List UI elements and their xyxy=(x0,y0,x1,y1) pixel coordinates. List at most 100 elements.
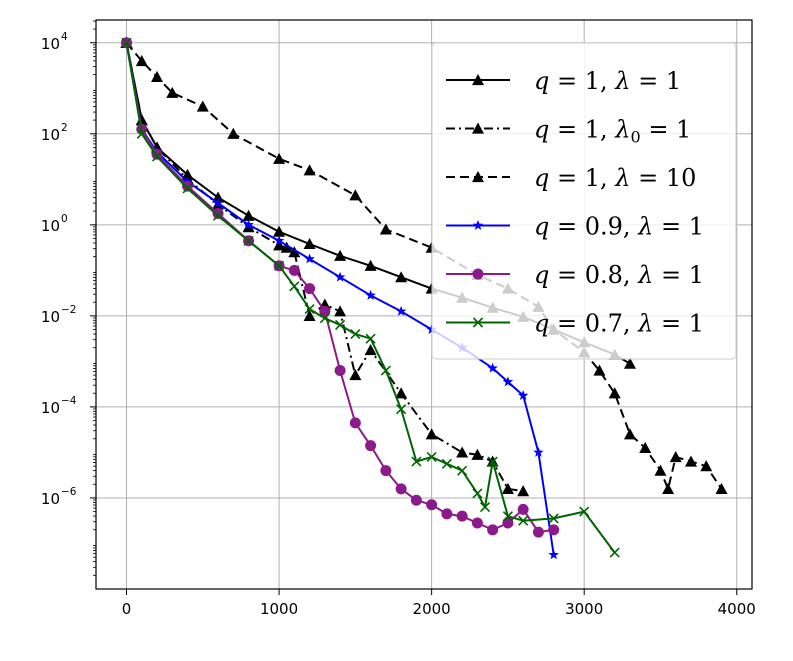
data-point-star xyxy=(212,197,224,208)
data-point-triangle xyxy=(623,357,636,369)
y-tick-base: 10 xyxy=(41,217,60,235)
data-point-circle xyxy=(288,264,300,276)
legend-label-part: q xyxy=(534,116,549,144)
data-point-circle xyxy=(532,526,544,538)
data-point-triangle xyxy=(334,249,347,261)
legend-item: q = 1, λ0 = 1 xyxy=(446,116,691,147)
data-point-triangle xyxy=(472,122,484,134)
data-point-x xyxy=(182,183,193,194)
data-point-triangle xyxy=(425,428,438,440)
y-tick-label: 10 0 xyxy=(41,213,68,235)
legend-item: q = 0.9, λ = 1 xyxy=(446,213,704,241)
data-point-x xyxy=(609,547,620,558)
data-point-x xyxy=(479,501,491,513)
x-tick-label: 4000 xyxy=(718,600,756,618)
data-point-x xyxy=(472,488,483,499)
data-point-circle xyxy=(319,305,331,317)
legend-label-part: q xyxy=(534,164,549,192)
legend-label-part: q xyxy=(534,213,549,241)
legend-label-part: = 1 xyxy=(653,310,704,338)
data-point-circle xyxy=(349,417,361,429)
data-point-triangle xyxy=(242,209,255,221)
y-tick-base: 10 xyxy=(41,35,60,53)
data-point-triangle xyxy=(623,428,636,440)
data-point-circle xyxy=(548,524,560,536)
data-point-triangle xyxy=(303,164,316,176)
y-tick-exponent: −6 xyxy=(61,486,77,498)
data-point-x xyxy=(335,319,346,331)
data-point-x xyxy=(502,511,513,522)
legend-label-part: λ xyxy=(637,310,653,338)
data-point-star xyxy=(548,549,559,560)
legend-label: q = 1, λ0 = 1 xyxy=(534,116,691,147)
series xyxy=(121,37,620,558)
data-point-triangle xyxy=(364,344,377,356)
legend-box xyxy=(431,42,737,360)
y-tick-label: 10 −4 xyxy=(41,395,77,417)
data-point-triangle xyxy=(471,448,484,460)
data-point-circle xyxy=(472,268,484,280)
data-point-star xyxy=(273,235,285,246)
data-point-star xyxy=(517,390,529,400)
data-point-triangle xyxy=(684,455,697,467)
data-point-x xyxy=(411,456,422,467)
y-tick-exponent: −4 xyxy=(61,395,77,407)
data-point-triangle xyxy=(456,446,469,458)
data-point-triangle xyxy=(273,152,286,164)
data-point-triangle xyxy=(472,74,484,86)
data-point-triangle xyxy=(608,387,621,399)
legend-label-part: λ xyxy=(637,213,653,241)
data-point-circle xyxy=(365,440,377,452)
legend-item: q = 1, λ = 10 xyxy=(446,164,696,192)
data-point-x xyxy=(274,260,285,271)
legend-label-part: = 1, xyxy=(549,67,615,95)
y-tick-label: 10 2 xyxy=(41,122,68,144)
data-point-triangle xyxy=(395,271,408,283)
legend-item: q = 1, λ = 1 xyxy=(446,67,681,95)
data-point-star xyxy=(472,220,484,230)
data-point-x xyxy=(121,37,132,48)
data-point-triangle xyxy=(135,54,148,67)
data-point-triangle xyxy=(472,171,484,183)
data-point-triangle xyxy=(395,387,408,399)
y-tick-base: 10 xyxy=(41,399,60,417)
data-point-x xyxy=(380,365,391,376)
plot-frame xyxy=(95,19,753,590)
data-point-star xyxy=(502,376,514,387)
data-point-triangle xyxy=(151,70,164,82)
y-tick-exponent: 4 xyxy=(61,31,68,43)
data-point-triangle xyxy=(334,305,347,317)
legend-label-part: 0 xyxy=(631,128,641,147)
data-point-triangle xyxy=(227,127,240,139)
x-tick-label: 3000 xyxy=(565,600,603,618)
data-point-triangle xyxy=(349,369,362,381)
legend-label-part: = 1, xyxy=(549,164,615,192)
data-point-x xyxy=(151,151,163,162)
y-tick-base: 10 xyxy=(41,308,60,326)
data-point-circle xyxy=(182,180,194,192)
legend-label-part: = 0.8, xyxy=(549,261,638,289)
legend-label-part: = 1, xyxy=(549,116,615,144)
data-point-triangle xyxy=(288,246,301,258)
y-tick-exponent: 0 xyxy=(61,213,68,225)
data-point-triangle xyxy=(700,460,713,472)
data-point-circle xyxy=(471,517,483,529)
data-point-triangle xyxy=(662,482,675,494)
legend-label: q = 1, λ = 1 xyxy=(534,67,681,95)
data-point-star xyxy=(365,289,376,300)
data-point-star xyxy=(304,253,315,264)
legend: q = 1, λ = 1q = 1, λ0 = 1q = 1, λ = 10q … xyxy=(431,42,737,360)
x-tick-label: 1000 xyxy=(260,600,298,618)
data-point-triangle xyxy=(593,364,606,376)
data-point-triangle xyxy=(135,114,148,126)
legend-label: q = 0.9, λ = 1 xyxy=(534,213,704,241)
data-point-circle xyxy=(517,503,529,515)
y-tick-label: 10 4 xyxy=(41,31,68,53)
legend-label-part: q xyxy=(534,261,549,289)
data-point-triangle xyxy=(303,309,316,321)
data-point-x xyxy=(487,456,498,467)
data-point-triangle xyxy=(654,464,667,476)
data-point-triangle xyxy=(273,225,286,237)
data-point-circle xyxy=(487,524,499,536)
legend-label-part: = 10 xyxy=(631,164,697,192)
